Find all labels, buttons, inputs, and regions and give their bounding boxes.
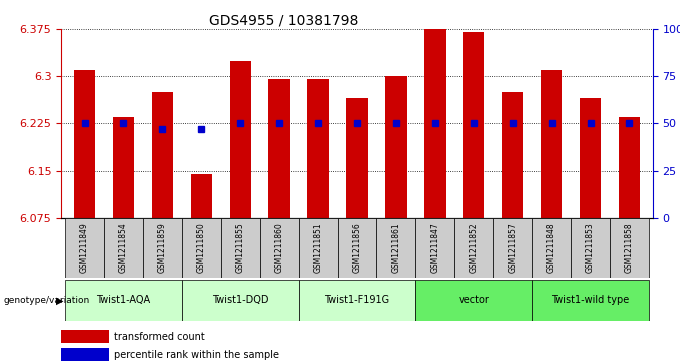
Bar [493, 218, 532, 278]
Text: GSM1211850: GSM1211850 [197, 223, 206, 273]
Text: GSM1211856: GSM1211856 [352, 223, 362, 273]
Text: Twist1-AQA: Twist1-AQA [97, 295, 150, 305]
Bar [619, 117, 640, 218]
Bar [182, 218, 221, 278]
Bar [502, 92, 524, 218]
Text: GDS4955 / 10381798: GDS4955 / 10381798 [209, 14, 358, 28]
Text: GSM1211853: GSM1211853 [586, 223, 595, 273]
Bar [299, 218, 337, 278]
Bar [104, 218, 143, 278]
Bar [610, 218, 649, 278]
Bar [269, 79, 290, 218]
Bar [61, 348, 109, 361]
Bar [152, 92, 173, 218]
Text: GSM1211849: GSM1211849 [80, 223, 89, 273]
Text: transformed count: transformed count [114, 332, 205, 342]
Bar [385, 76, 407, 218]
Bar [61, 330, 109, 343]
Text: GSM1211847: GSM1211847 [430, 223, 439, 273]
Bar [74, 70, 95, 218]
Bar [532, 280, 649, 321]
Text: vector: vector [458, 295, 489, 305]
Bar [377, 218, 415, 278]
Bar [65, 280, 182, 321]
Text: ▶: ▶ [56, 295, 64, 306]
Bar [65, 218, 104, 278]
Bar [143, 218, 182, 278]
Text: GSM1211859: GSM1211859 [158, 223, 167, 273]
Text: Twist1-wild type: Twist1-wild type [551, 295, 630, 305]
Bar [580, 98, 601, 218]
Text: genotype/variation: genotype/variation [3, 296, 90, 305]
Text: percentile rank within the sample: percentile rank within the sample [114, 350, 279, 360]
Bar [415, 218, 454, 278]
Bar [454, 218, 493, 278]
Bar [532, 218, 571, 278]
Text: GSM1211851: GSM1211851 [313, 223, 322, 273]
Bar [571, 218, 610, 278]
Bar [299, 280, 415, 321]
Text: GSM1211857: GSM1211857 [508, 223, 517, 273]
Bar [424, 29, 445, 218]
Bar [113, 117, 134, 218]
Text: GSM1211848: GSM1211848 [547, 223, 556, 273]
Bar [260, 218, 299, 278]
Text: GSM1211858: GSM1211858 [625, 223, 634, 273]
Text: Twist1-DQD: Twist1-DQD [212, 295, 269, 305]
Bar [307, 79, 329, 218]
Bar [541, 70, 562, 218]
Bar [463, 32, 484, 218]
Text: GSM1211860: GSM1211860 [275, 223, 284, 273]
Bar [190, 174, 212, 218]
Text: GSM1211854: GSM1211854 [119, 223, 128, 273]
Text: Twist1-F191G: Twist1-F191G [324, 295, 390, 305]
Bar [221, 218, 260, 278]
Bar [415, 280, 532, 321]
Bar [182, 280, 299, 321]
Text: GSM1211852: GSM1211852 [469, 223, 478, 273]
Text: GSM1211855: GSM1211855 [236, 223, 245, 273]
Text: GSM1211861: GSM1211861 [392, 223, 401, 273]
Bar [337, 218, 377, 278]
Bar [346, 98, 368, 218]
Bar [230, 61, 251, 218]
